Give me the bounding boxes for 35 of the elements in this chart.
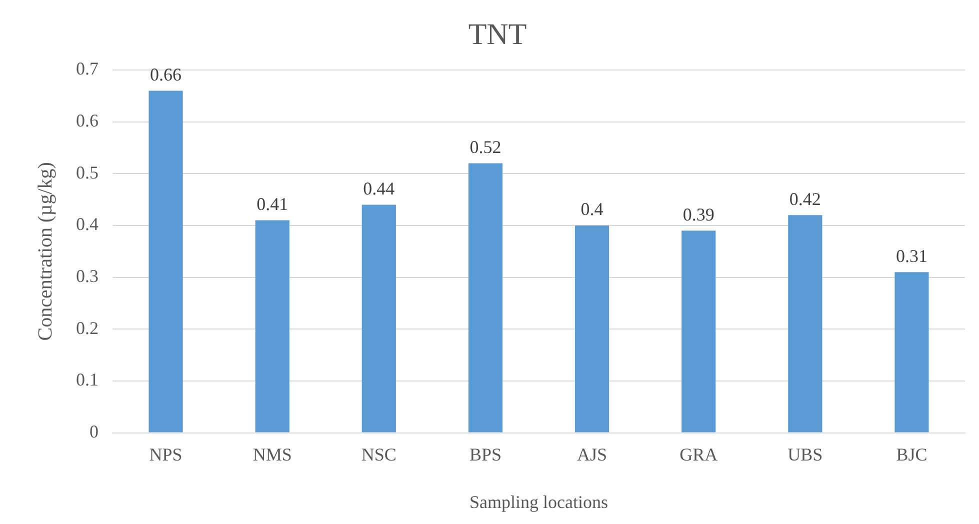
y-tick-label: 0	[90, 422, 98, 442]
bar	[255, 220, 290, 432]
data-label: 0.39	[682, 204, 714, 224]
x-tick-label: NSC	[361, 444, 396, 464]
y-tick-label: 0.1	[76, 370, 98, 390]
x-axis-title: Sampling locations	[470, 492, 608, 512]
chart-title: TNT	[468, 18, 527, 51]
x-tick-label: UBS	[788, 444, 823, 464]
y-tick-label: 0.4	[76, 214, 98, 234]
bar	[574, 225, 610, 432]
data-label: 0.4	[580, 199, 604, 220]
y-tick-label: 0.6	[76, 110, 98, 131]
y-axis-title: Concentration (µg/kg)	[34, 162, 56, 341]
data-label: 0.42	[789, 188, 821, 209]
bar	[362, 204, 396, 432]
x-tick-label: AJS	[577, 444, 608, 464]
bar	[788, 215, 822, 432]
y-tick-label: 0.2	[76, 318, 98, 338]
bar	[468, 163, 503, 432]
data-label: 0.31	[896, 246, 928, 266]
y-tick-label: 0.5	[76, 162, 98, 182]
data-label: 0.41	[256, 194, 288, 214]
data-label: 0.66	[150, 64, 182, 84]
y-tick-label: 0.7	[76, 58, 98, 79]
y-tick-label: 0.3	[76, 266, 98, 286]
x-tick-label: GRA	[680, 444, 718, 464]
bar	[894, 272, 929, 432]
x-tick-label: BPS	[469, 444, 502, 464]
x-tick-label: NMS	[252, 444, 292, 464]
data-label: 0.44	[363, 178, 395, 198]
x-tick-label: BJC	[896, 444, 928, 464]
bar	[148, 90, 183, 432]
bar	[682, 230, 716, 432]
data-label: 0.52	[470, 137, 502, 158]
x-tick-label: NPS	[149, 444, 182, 464]
